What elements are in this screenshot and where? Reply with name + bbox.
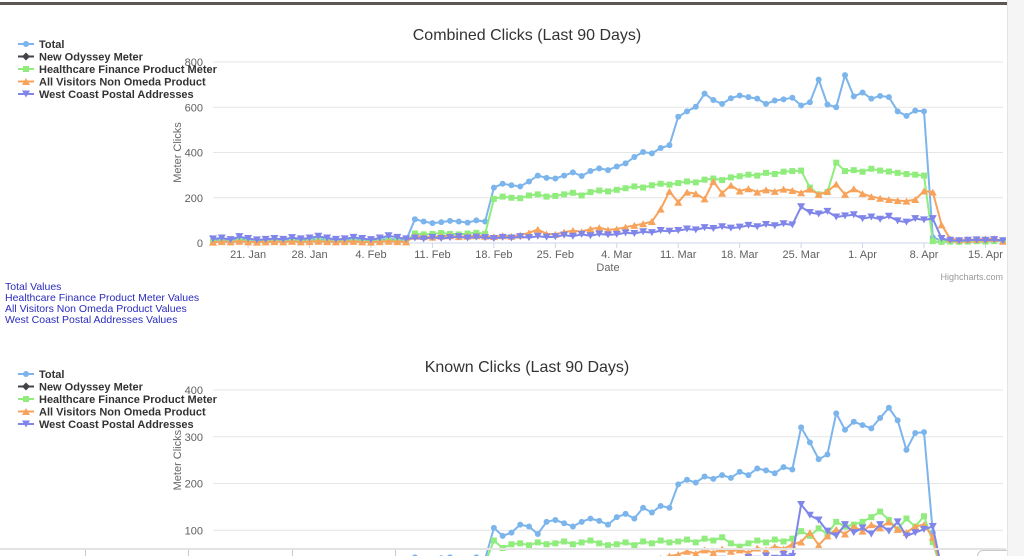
y-axis-title: Meter Clicks bbox=[172, 122, 184, 183]
x-tick-label: 4. Mar bbox=[601, 249, 633, 261]
link-healthcare-finance-values[interactable]: Healthcare Finance Product Meter Values bbox=[5, 292, 200, 304]
combined-clicks-chart-svg: 0 200 400 600 800 Meter Clicks 21. Jan 28. Jan 4… bbox=[18, 8, 1006, 286]
link-all-visitors-values[interactable]: All Visitors Non Omeda Product Values bbox=[5, 303, 187, 315]
series-value-links: Total Values Healthcare Finance Product … bbox=[5, 282, 305, 326]
y-tick-label: 0 bbox=[197, 238, 203, 250]
x-axis-title: Date bbox=[596, 262, 619, 274]
legend-label: Total bbox=[39, 39, 64, 51]
x-tick-label: 18. Mar bbox=[721, 249, 759, 261]
legend-label: New Odyssey Meter bbox=[39, 382, 144, 394]
y-tick-label: 400 bbox=[185, 148, 203, 160]
y-tick-label: 100 bbox=[185, 525, 203, 537]
chart-title: Combined Clicks (Last 90 Days) bbox=[413, 27, 642, 44]
y-axis-title: Meter Clicks bbox=[172, 429, 184, 490]
legend-item-west-coast-postal-addresses[interactable]: West Coast Postal Addresses bbox=[18, 419, 194, 431]
x-tick-label: 21. Jan bbox=[230, 249, 266, 261]
legend-label: Healthcare Finance Product Meter bbox=[39, 394, 218, 406]
x-tick-label: 4. Feb bbox=[355, 249, 386, 261]
x-tick-label: 11. Mar bbox=[660, 249, 697, 261]
x-tick-label: 18. Feb bbox=[475, 249, 512, 261]
combined-clicks-chart: 0 200 400 600 800 Meter Clicks 21. Jan 28. Jan 4… bbox=[0, 8, 1006, 286]
legend-label: Healthcare Finance Product Meter bbox=[39, 64, 218, 76]
table-column-tick bbox=[85, 550, 86, 556]
y-tick-label: 600 bbox=[185, 102, 203, 114]
y-tick-label: 300 bbox=[185, 432, 203, 444]
series-west-coast-postal-addresses[interactable] bbox=[209, 501, 1006, 556]
legend-label: West Coast Postal Addresses bbox=[39, 419, 194, 431]
y-tick-label: 200 bbox=[185, 479, 203, 491]
series-west-coast-postal-addresses[interactable] bbox=[209, 203, 1006, 245]
series-total[interactable] bbox=[210, 404, 1006, 556]
table-column-tick bbox=[188, 550, 189, 556]
table-column-tick bbox=[395, 550, 396, 556]
x-tick-label: 25. Mar bbox=[782, 249, 820, 261]
legend-item-healthcare-finance-product-meter[interactable]: Healthcare Finance Product Meter bbox=[18, 394, 218, 406]
legend-item-total[interactable]: Total bbox=[18, 39, 64, 51]
legend-item-healthcare-finance-product-meter[interactable]: Healthcare Finance Product Meter bbox=[18, 64, 218, 76]
table-column-tick bbox=[292, 550, 293, 556]
chart-title: Known Clicks (Last 90 Days) bbox=[425, 359, 630, 376]
legend-label: New Odyssey Meter bbox=[39, 52, 144, 64]
legend-label: Total bbox=[39, 369, 64, 381]
plot-area[interactable] bbox=[213, 8, 1003, 286]
top-divider-line bbox=[0, 2, 1009, 5]
partial-popup bbox=[977, 550, 1024, 556]
table-top-border bbox=[0, 548, 1006, 550]
x-tick-label: 15. Apr bbox=[968, 249, 1003, 261]
legend-item-all-visitors-non-omeda-product[interactable]: All Visitors Non Omeda Product bbox=[18, 77, 206, 89]
y-tick-label: 800 bbox=[185, 57, 203, 69]
legend-label: All Visitors Non Omeda Product bbox=[39, 407, 206, 419]
vertical-scrollbar[interactable] bbox=[1007, 0, 1024, 556]
x-tick-label: 8. Apr bbox=[910, 249, 939, 261]
y-tick-label: 200 bbox=[185, 193, 203, 205]
legend-label: West Coast Postal Addresses bbox=[39, 89, 194, 101]
legend-item-new-odyssey-meter[interactable]: New Odyssey Meter bbox=[18, 52, 144, 64]
legend-item-new-odyssey-meter[interactable]: New Odyssey Meter bbox=[18, 382, 144, 394]
link-total-values[interactable]: Total Values bbox=[5, 281, 62, 293]
legend-item-west-coast-postal-addresses[interactable]: West Coast Postal Addresses bbox=[18, 89, 194, 101]
link-west-coast-values[interactable]: West Coast Postal Addresses Values bbox=[5, 314, 178, 326]
legend-item-total[interactable]: Total bbox=[18, 369, 64, 381]
highcharts-credit-link[interactable]: Highcharts.com bbox=[940, 272, 1003, 282]
y-tick-label: 400 bbox=[185, 385, 203, 397]
legend-item-all-visitors-non-omeda-product[interactable]: All Visitors Non Omeda Product bbox=[18, 407, 206, 419]
x-tick-label: 11. Feb bbox=[414, 249, 451, 261]
x-tick-label: 1. Apr bbox=[848, 249, 877, 261]
x-tick-label: 25. Feb bbox=[537, 249, 574, 261]
x-tick-label: 28. Jan bbox=[292, 249, 328, 261]
legend-label: All Visitors Non Omeda Product bbox=[39, 77, 206, 89]
